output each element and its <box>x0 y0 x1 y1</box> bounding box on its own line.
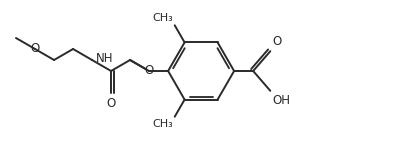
Text: NH: NH <box>96 52 113 66</box>
Text: CH₃: CH₃ <box>152 119 173 129</box>
Text: CH₃: CH₃ <box>152 13 173 23</box>
Text: OH: OH <box>272 94 290 107</box>
Text: O: O <box>272 35 282 48</box>
Text: O: O <box>106 97 115 110</box>
Text: O: O <box>144 63 154 76</box>
Text: O: O <box>30 42 40 54</box>
